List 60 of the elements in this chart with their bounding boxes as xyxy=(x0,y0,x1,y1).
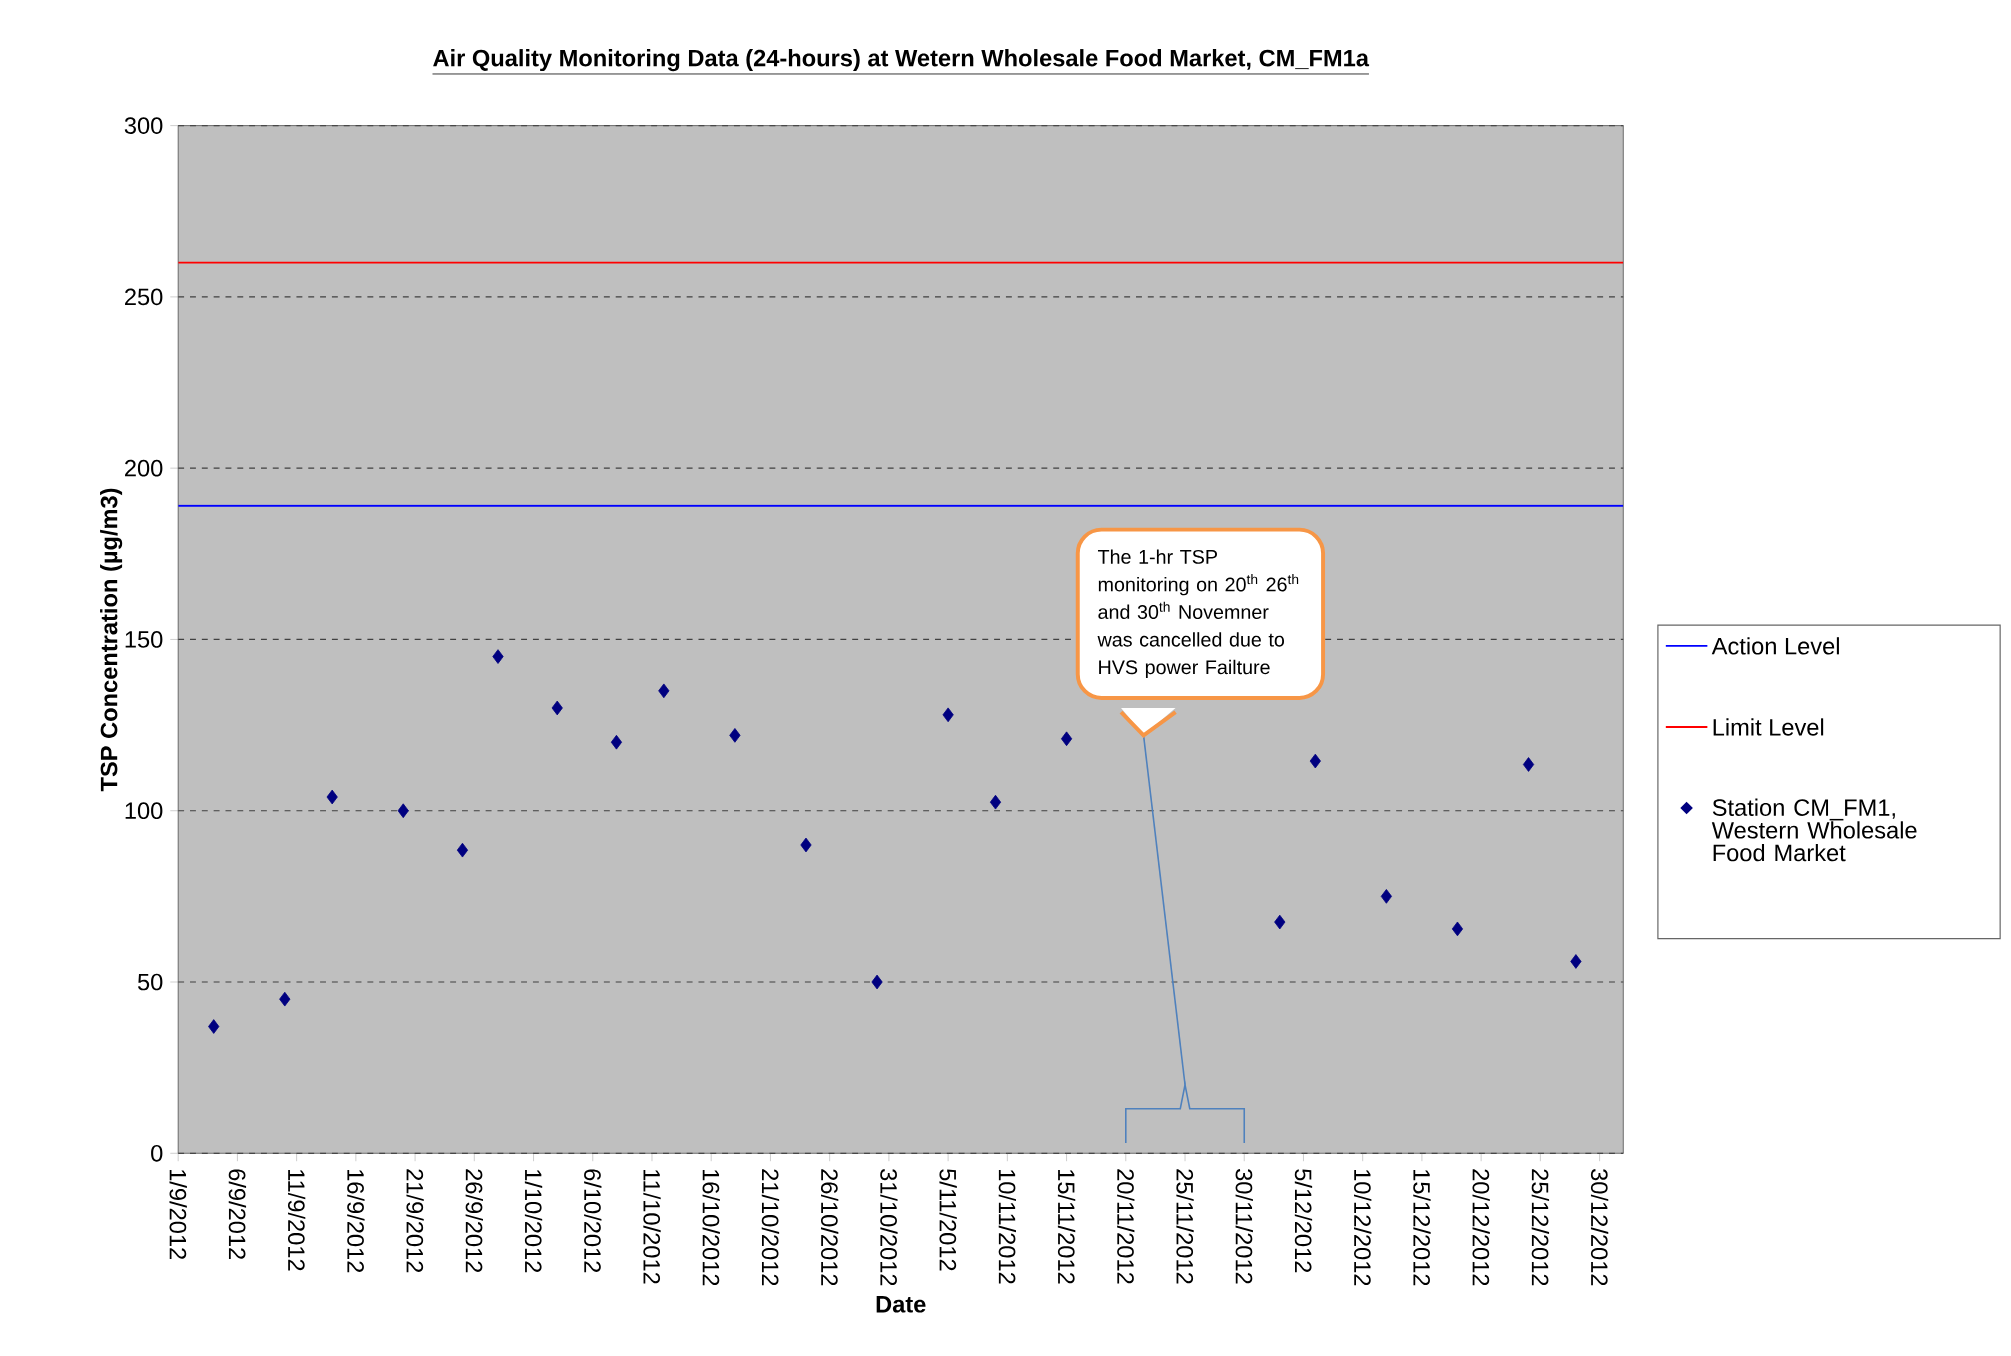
point xyxy=(942,707,954,723)
x-tick-label: 11/9/2012 xyxy=(287,1169,306,1271)
x-tick-label: 6/10/2012 xyxy=(584,1169,602,1273)
point xyxy=(279,991,291,1007)
x-tick-label: 16/9/2012 xyxy=(347,1169,365,1273)
legend-label: Station CM_FM1, Western Wholesale Food Market xyxy=(1711,798,1917,862)
point xyxy=(326,789,338,805)
point xyxy=(1060,731,1073,747)
legend-label: Limit Level xyxy=(1713,718,1824,736)
text: The 1-hr TSP monitoring on 20$^{th}$ 26$^{th}$ and 30$^{th}$ Novemner was cancelled due to HVS power Failture xyxy=(1097,549,1299,679)
point xyxy=(1380,889,1392,904)
x-tick-label: 20/11/2012 xyxy=(1117,1169,1135,1284)
point xyxy=(800,837,812,853)
point xyxy=(1570,954,1582,969)
x-tick-label: 5/11/2012 xyxy=(939,1169,957,1271)
legend-label: Action Level xyxy=(1711,637,1839,655)
point xyxy=(397,803,409,819)
x-tick-label: 6/9/2012 xyxy=(228,1169,247,1259)
point xyxy=(658,683,670,699)
x-tick-label: 26/9/2012 xyxy=(465,1169,483,1273)
x-tick-label: 10/11/2012 xyxy=(998,1169,1017,1284)
point xyxy=(729,728,741,743)
point xyxy=(1522,757,1535,772)
x-tick-label: 1/10/2012 xyxy=(524,1169,543,1273)
y-tick-label: 200 xyxy=(125,459,163,477)
point xyxy=(551,700,563,716)
y-tick-label: 0 xyxy=(151,1144,163,1162)
x-tick-label: 30/12/2012 xyxy=(1590,1169,1609,1286)
point xyxy=(492,649,504,664)
x-tick-label: 20/12/2012 xyxy=(1472,1169,1490,1286)
y-tick-label: 100 xyxy=(125,802,163,820)
point xyxy=(1309,753,1321,769)
y-tick-label: 150 xyxy=(125,631,163,648)
x-tick-label: 25/12/2012 xyxy=(1531,1169,1550,1286)
y-axis-title: TSP Concentration (µg/m3) xyxy=(100,488,123,792)
x-tick-label: 26/10/2012 xyxy=(821,1169,839,1286)
point xyxy=(208,1019,220,1034)
x-tick-label: 30/11/2012 xyxy=(1235,1169,1253,1284)
point xyxy=(610,734,623,750)
y-tick-label: 250 xyxy=(125,288,163,306)
chart-title: Air Quality Monitoring Data (24-hours) at Wetern Wholesale Food Market, CM_FM1a xyxy=(433,49,1370,72)
point xyxy=(456,842,469,858)
x-tick-label: 21/10/2012 xyxy=(761,1169,780,1286)
point xyxy=(871,974,883,990)
x-tick-label: 10/12/2012 xyxy=(1354,1169,1372,1286)
x-tick-label: 31/10/2012 xyxy=(880,1169,898,1286)
point xyxy=(989,794,1002,810)
x-tick-label: 15/11/2012 xyxy=(1057,1169,1076,1284)
x-axis-title: Date xyxy=(876,1296,926,1313)
x-tick-label: 5/12/2012 xyxy=(1294,1169,1313,1273)
x-tick-label: 16/10/2012 xyxy=(702,1169,720,1286)
x-tick-label: 15/12/2012 xyxy=(1413,1169,1431,1286)
x-tick-label: 21/9/2012 xyxy=(406,1169,424,1273)
point xyxy=(1451,921,1464,937)
x-tick-label: 11/10/2012 xyxy=(643,1169,661,1284)
x-tick-label: 25/11/2012 xyxy=(1176,1169,1194,1284)
y-tick-label: 300 xyxy=(124,117,163,134)
x-tick-label: 1/9/2012 xyxy=(169,1169,187,1259)
point xyxy=(1274,914,1286,930)
y-tick-label: 50 xyxy=(137,973,163,991)
